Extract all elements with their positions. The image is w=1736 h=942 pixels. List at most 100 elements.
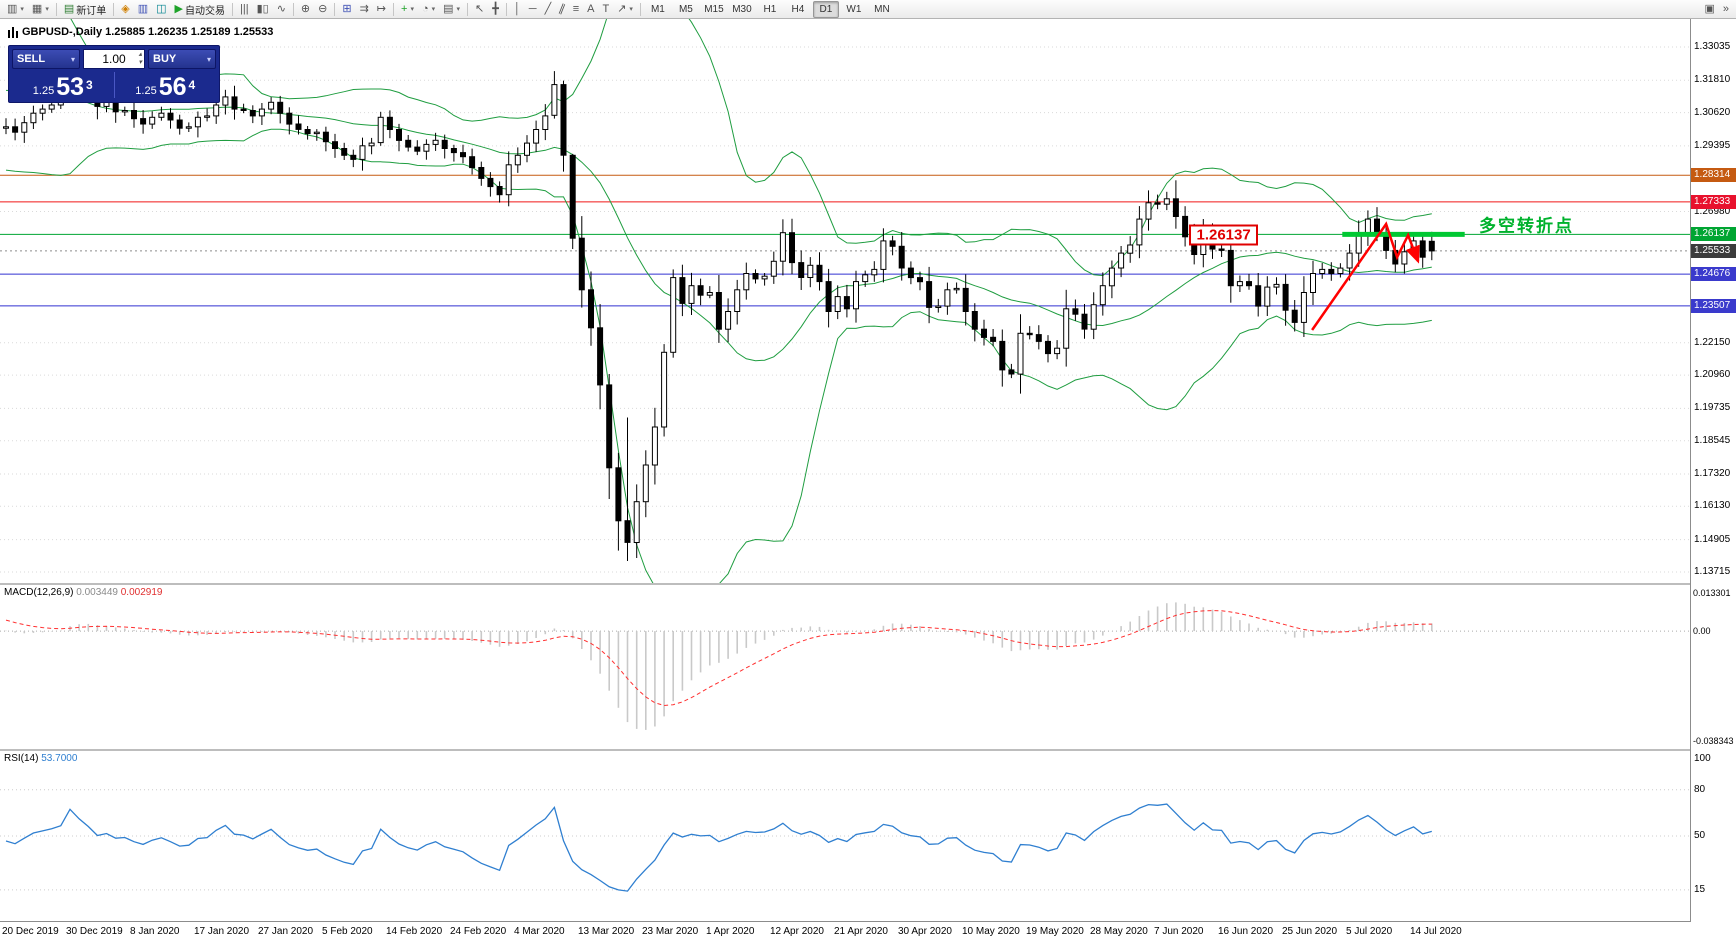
fibonacci-button[interactable]: ≡ <box>569 0 583 18</box>
crosshair-button[interactable]: ╋ <box>488 0 503 18</box>
toolbar-separator <box>505 2 507 16</box>
new-order-icon: ▤ <box>63 2 75 15</box>
window-arrange-button[interactable]: ▣ <box>1700 0 1718 18</box>
chart-title-text: GBPUSD-,Daily 1.25885 1.26235 1.25189 1.… <box>22 26 274 38</box>
periods-button[interactable]: ◔ ▾ <box>418 0 439 18</box>
window-arrange-icon: ▣ <box>1704 2 1715 15</box>
strategy-tester-icon: ◫ <box>156 2 167 15</box>
new-chart-caret-icon[interactable]: ▾ <box>20 6 24 13</box>
time-axis[interactable]: 20 Dec 2019 30 Dec 2019 8 Jan 2020 17 Jan 2… <box>0 922 1690 942</box>
toolbar-separator <box>467 2 469 16</box>
main-chart-panel[interactable]: GBPUSD-,Daily 1.25885 1.26235 1.25189 1.… <box>0 19 1690 583</box>
rsi-name: RSI(14) <box>4 753 39 764</box>
periods-caret-icon[interactable]: ▾ <box>431 6 436 13</box>
profiles-caret-icon[interactable]: ▾ <box>45 6 49 13</box>
timeframe-m30-button[interactable]: M30 <box>732 3 752 15</box>
price-chart-canvas[interactable] <box>0 19 1690 583</box>
timeframe-m15-button[interactable]: M15 <box>704 3 724 15</box>
indicators-caret-icon[interactable]: ▾ <box>410 6 414 13</box>
rsi-panel[interactable]: RSI(14) 53.7000 <box>0 751 1690 921</box>
sell-button-label: SELL <box>17 53 46 65</box>
alerts-button[interactable]: ◈ <box>117 0 133 18</box>
zoom-in-button[interactable]: ⊕ <box>297 0 314 18</box>
sell-price[interactable]: 1.25 53 3 <box>14 72 112 100</box>
price-tick-label: 1.20960 <box>1694 369 1731 380</box>
indicators-icon: + <box>401 2 408 15</box>
lot-spinner[interactable]: ▴ ▾ <box>138 51 142 67</box>
zoom-out-button[interactable]: ⊖ <box>314 0 331 18</box>
new-chart-button[interactable]: ▥ ▾ <box>3 0 28 18</box>
horizontal-line-button[interactable]: ─ <box>525 0 541 18</box>
price-tick-label: 1.31810 <box>1694 74 1731 85</box>
trendline-button[interactable]: ╱ <box>541 0 556 18</box>
toolbar: ▥ ▾ ▦ ▾ ▤ 新订单 ◈ ▥ ◫ ▶ 自动交易 ||| ▮▯ ∿ ⊕ ⊖ ⊞ ⇉ ↦ + ▾ ◔ ▾ ▤ ▾ ↖ ╋ │ ─ ╱ ∥ ≡… <box>0 0 1736 19</box>
chart-line-button[interactable]: ∿ <box>273 0 290 18</box>
spinner-down-icon[interactable]: ▾ <box>138 59 142 66</box>
timeframe-d1-button[interactable]: D1 <box>812 0 839 18</box>
price-axis[interactable]: 1.33035 1.31810 1.30620 1.29395 1.26980 1.221… <box>1690 19 1736 922</box>
price-level-flag[interactable]: 1.26137 <box>1189 224 1258 246</box>
chart-line-icon: ∿ <box>276 2 286 15</box>
cursor-button[interactable]: ↖ <box>471 0 488 18</box>
chart-bars-button[interactable]: ||| <box>236 0 253 18</box>
timeframe-mn-button[interactable]: MN <box>874 3 890 15</box>
channel-button[interactable]: ∥ <box>555 0 569 18</box>
turning-point-annotation[interactable]: 多空转折点 <box>1479 216 1574 236</box>
indicators-button[interactable]: + ▾ <box>397 0 418 18</box>
strategy-tester-button[interactable]: ◫ <box>152 0 170 18</box>
timeframe-m5-button[interactable]: M5 <box>678 3 693 15</box>
chart-candles-icon: ▮▯ <box>256 2 269 15</box>
market-depth-icon: ▥ <box>137 2 149 15</box>
buy-price[interactable]: 1.25 56 4 <box>117 72 215 100</box>
panel-separator[interactable] <box>0 749 1736 751</box>
buy-options-caret-icon[interactable]: ▾ <box>206 54 211 64</box>
text-label-button[interactable]: T <box>598 0 613 18</box>
toolbar-more-button[interactable]: » <box>1719 0 1733 18</box>
text-button[interactable]: A <box>583 0 598 18</box>
macd-signal-value: 0.002919 <box>120 587 163 598</box>
market-depth-button[interactable]: ▥ <box>134 0 152 18</box>
new-order-button[interactable]: ▤ 新订单 <box>60 0 110 18</box>
vertical-line-button[interactable]: │ <box>510 0 525 18</box>
buy-button[interactable]: BUY ▾ <box>148 49 216 69</box>
timeframe-h4-button[interactable]: H4 <box>791 3 805 15</box>
templates-button[interactable]: ▤ ▾ <box>439 0 464 18</box>
sell-options-caret-icon[interactable]: ▾ <box>70 54 75 64</box>
autotrading-button[interactable]: ▶ 自动交易 <box>171 0 229 18</box>
date-label: 13 Mar 2020 <box>578 926 635 937</box>
sell-price-sup: 3 <box>86 78 93 92</box>
date-label: 27 Jan 2020 <box>258 926 314 937</box>
vertical-line-icon: │ <box>513 2 521 15</box>
spinner-up-icon[interactable]: ▴ <box>138 51 142 58</box>
price-tick-label: 1.26980 <box>1694 206 1731 217</box>
auto-scroll-button[interactable]: ⇉ <box>356 0 373 18</box>
date-label: 1 Apr 2020 <box>706 926 755 937</box>
price-tick-label: 1.29395 <box>1694 140 1731 151</box>
profiles-button[interactable]: ▦ ▾ <box>28 0 53 18</box>
arrow-tools-caret-icon[interactable]: ▾ <box>629 6 633 13</box>
arrow-tools-button[interactable]: ↗ ▾ <box>613 0 637 18</box>
macd-axis-label: 0.00 <box>1693 626 1711 636</box>
timeframe-w1-button[interactable]: W1 <box>846 3 862 15</box>
toolbar-separator <box>113 2 115 16</box>
price-line-label: 1.27333 <box>1691 195 1736 209</box>
tile-windows-button[interactable]: ⊞ <box>338 0 355 18</box>
sell-button[interactable]: SELL ▾ <box>12 49 80 69</box>
rsi-axis-label: 80 <box>1694 784 1706 795</box>
buy-price-sup: 4 <box>188 78 196 92</box>
one-click-trading-panel: SELL ▾ 1.00 ▴ ▾ BUY ▾ 1.25 53 3 <box>8 45 220 103</box>
profiles-icon: ▦ <box>31 2 43 15</box>
panel-separator[interactable] <box>0 583 1736 585</box>
templates-caret-icon[interactable]: ▾ <box>456 6 461 13</box>
timeframe-m1-button[interactable]: M1 <box>650 3 665 15</box>
chart-candles-button[interactable]: ▮▯ <box>253 0 273 18</box>
timeframe-h1-button[interactable]: H1 <box>763 3 777 15</box>
price-tick-label: 1.14905 <box>1694 534 1731 545</box>
date-label: 8 Jan 2020 <box>130 926 180 937</box>
zoom-in-icon: ⊕ <box>300 2 311 15</box>
chart-shift-button[interactable]: ↦ <box>373 0 390 18</box>
toolbar-more-icon: » <box>1722 2 1729 15</box>
lot-size-field[interactable]: 1.00 ▴ ▾ <box>83 49 145 69</box>
rsi-canvas <box>0 789 1690 892</box>
macd-panel[interactable]: MACD(12,26,9) 0.003449 0.002919 <box>0 585 1690 749</box>
